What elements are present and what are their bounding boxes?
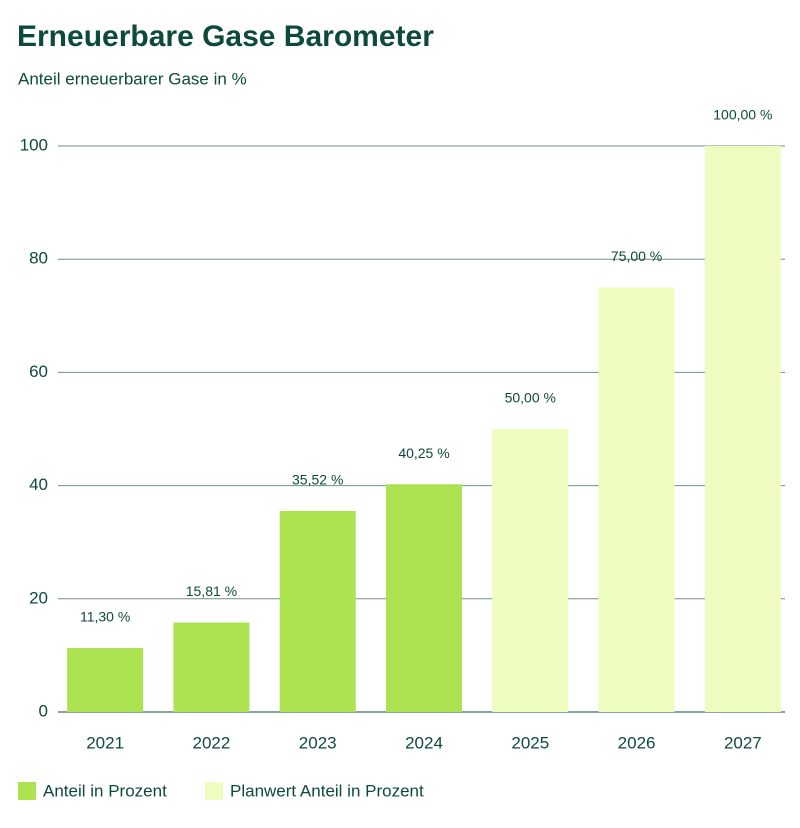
y-tick-label: 100 <box>20 135 48 154</box>
value-label: 75,00 % <box>611 248 662 264</box>
value-label: 100,00 % <box>713 107 772 123</box>
bar <box>598 287 675 712</box>
x-tick-label: 2022 <box>193 733 231 752</box>
x-tick-label: 2023 <box>299 733 337 752</box>
y-tick-label: 40 <box>29 475 48 494</box>
legend-swatch <box>205 782 223 800</box>
bar <box>279 510 356 712</box>
bar <box>67 648 144 712</box>
y-tick-label: 20 <box>29 588 48 607</box>
chart-title: Erneuerbare Gase Barometer <box>17 20 434 53</box>
value-label: 11,30 % <box>80 609 130 625</box>
bar <box>704 146 781 712</box>
chart-subtitle: Anteil erneuerbarer Gase in % <box>18 69 247 88</box>
bar <box>386 484 462 712</box>
x-tick-label: 2025 <box>511 733 549 752</box>
legend-swatch <box>18 782 36 800</box>
y-tick-label: 60 <box>29 362 48 381</box>
value-label: 40,25 % <box>398 445 449 461</box>
bar <box>173 622 250 712</box>
legend-label: Anteil in Prozent <box>43 781 167 800</box>
x-tick-label: 2026 <box>618 733 656 752</box>
bar <box>492 429 569 712</box>
x-tick-label: 2021 <box>86 733 124 752</box>
y-tick-label: 0 <box>39 701 48 720</box>
value-label: 35,52 % <box>292 472 343 488</box>
x-tick-label: 2027 <box>724 733 762 752</box>
y-tick-label: 80 <box>29 249 48 268</box>
legend-label: Planwert Anteil in Prozent <box>230 781 424 800</box>
value-label: 15,81 % <box>186 583 237 599</box>
value-label: 50,00 % <box>505 390 556 406</box>
x-tick-label: 2024 <box>405 733 443 752</box>
